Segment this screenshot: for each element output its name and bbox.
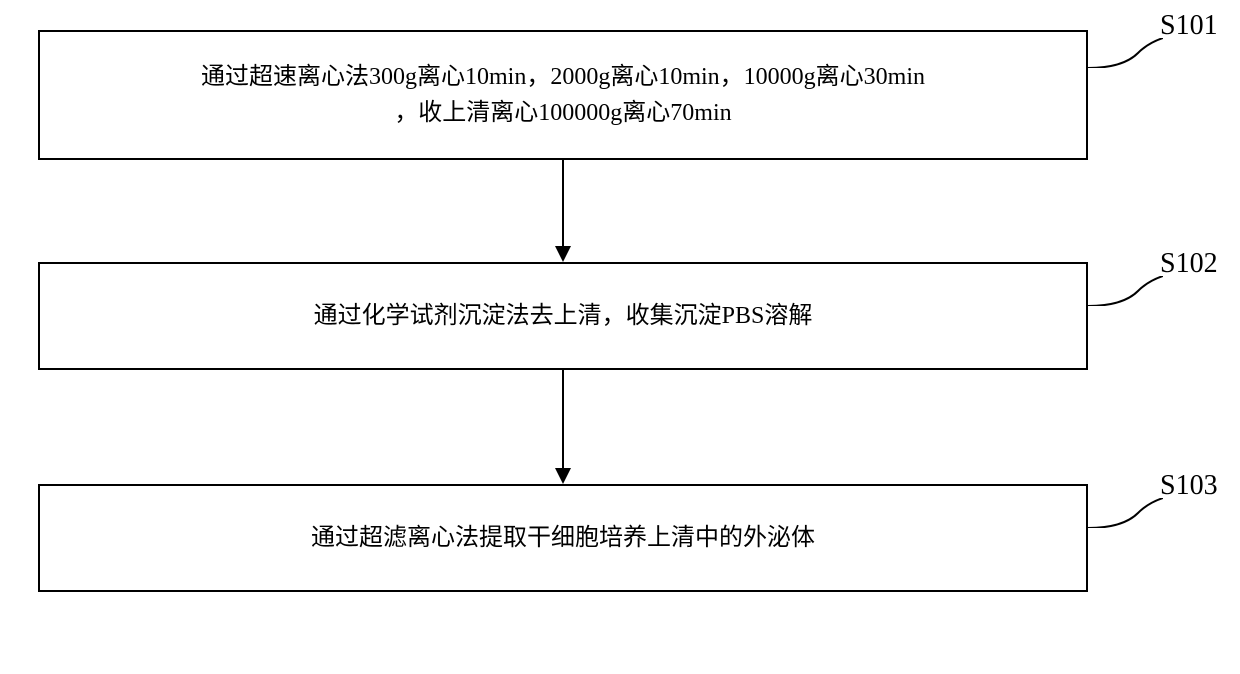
step-text-s101: 通过超速离心法300g离心10min，2000g离心10min，10000g离心… [201,59,925,131]
step-label-s103: S103 [1160,470,1218,502]
step-text-line1: 通过超速离心法300g离心10min，2000g离心10min，10000g离心… [201,64,925,90]
step-text-s102: 通过化学试剂沉淀法去上清，收集沉淀PBS溶解 [314,298,813,334]
arrow-s101-s102-head [555,246,571,262]
label-connector-s103 [1088,498,1163,528]
step-label-s102: S102 [1160,248,1218,280]
arrow-s101-s102-line [562,160,564,248]
arrow-s102-s103-line [562,370,564,470]
step-box-s103: 通过超滤离心法提取干细胞培养上清中的外泌体 [38,484,1088,592]
step-text-line2: ，收上清离心100000g离心70min [394,100,731,126]
label-connector-s101 [1088,38,1163,68]
step-box-s101: 通过超速离心法300g离心10min，2000g离心10min，10000g离心… [38,30,1088,160]
label-connector-s102 [1088,276,1163,306]
step-text-s103: 通过超滤离心法提取干细胞培养上清中的外泌体 [311,520,815,556]
step-label-s101: S101 [1160,10,1218,42]
step-box-s102: 通过化学试剂沉淀法去上清，收集沉淀PBS溶解 [38,262,1088,370]
flowchart-container: 通过超速离心法300g离心10min，2000g离心10min，10000g离心… [0,0,1240,674]
arrow-s102-s103-head [555,468,571,484]
